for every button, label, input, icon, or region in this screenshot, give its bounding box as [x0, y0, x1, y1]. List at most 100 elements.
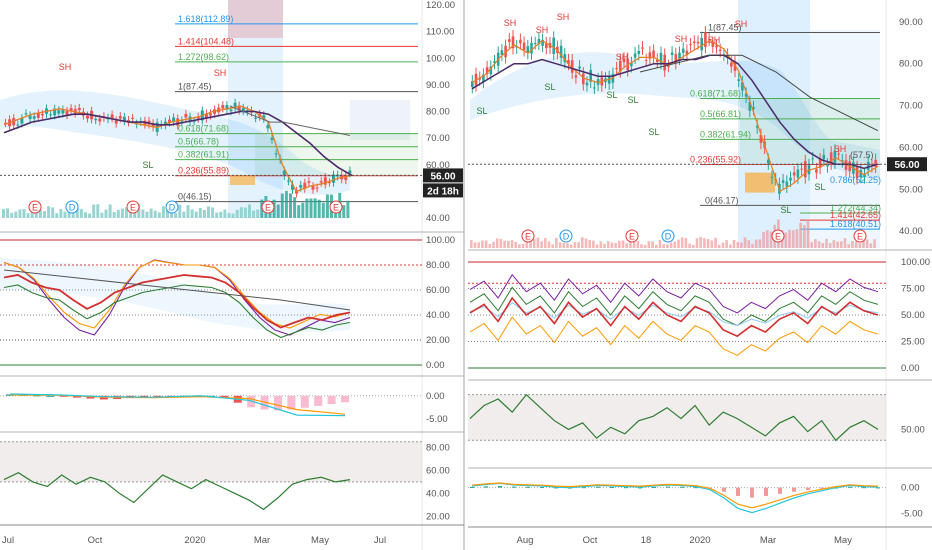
right-candle	[737, 79, 740, 81]
right-volume-bar	[599, 241, 603, 248]
right-xaxis-label: Aug	[517, 535, 534, 546]
right-rsi-stoch-k	[469, 273, 879, 314]
left-volume-bar	[301, 202, 305, 218]
left-macd-hist-bar	[314, 395, 323, 406]
left-volume-bar	[215, 212, 219, 218]
right-swing-marker: SH	[735, 19, 748, 29]
right-volume-bar	[632, 239, 636, 248]
right-macd-hist-bar	[694, 487, 698, 489]
right-macd-signal	[471, 482, 879, 509]
right-swing-marker: SL	[476, 106, 487, 116]
right-volume-bar	[514, 241, 517, 248]
right-volume-bar	[803, 225, 806, 248]
right-candle	[815, 169, 818, 173]
left-swing-marker: SH	[59, 62, 72, 72]
left-event-4-circle[interactable]	[261, 200, 275, 214]
right-volume-bar	[555, 237, 558, 248]
left-volume-bar	[88, 213, 92, 218]
left-candle	[176, 118, 180, 126]
right-event-5-circle[interactable]	[853, 229, 867, 243]
left-macd-hist-bar	[300, 395, 309, 408]
right-candle	[493, 61, 496, 63]
right-candle	[667, 65, 670, 67]
right-macd-hist-bar	[764, 487, 768, 496]
right-event-1-circle[interactable]	[559, 229, 573, 243]
right-event-0-circle[interactable]	[521, 229, 535, 243]
left-volume-bar	[141, 209, 145, 218]
left-rsi-green	[3, 284, 351, 339]
right-candle	[678, 52, 681, 59]
left-xaxis-label: 2020	[184, 535, 205, 546]
right-macd-hist-bar	[596, 486, 600, 488]
left-candle	[196, 116, 200, 119]
left-candle	[163, 121, 167, 126]
right-volume-bar	[529, 237, 532, 248]
right-event-2-circle[interactable]	[625, 229, 639, 243]
left-candle	[24, 113, 28, 115]
left-event-1-circle[interactable]	[65, 200, 79, 214]
right-candle	[811, 158, 814, 160]
left-candle	[274, 153, 278, 155]
left-candle	[40, 113, 44, 116]
right-xaxis-label: Oct	[583, 535, 598, 546]
left-fib-label: 1.414(104.48)	[178, 36, 234, 46]
left-macd-line	[9, 393, 346, 417]
left-event-5-circle[interactable]	[329, 200, 343, 214]
left-candle	[209, 113, 212, 116]
left-candle	[131, 117, 135, 119]
left-rsi-axis-label: 40.00	[426, 310, 450, 321]
right-volume-bar	[847, 244, 850, 248]
left-candle	[32, 116, 36, 119]
right-event-4-circle[interactable]	[771, 229, 785, 243]
right-event-3-circle[interactable]	[661, 229, 675, 243]
left-macd-hist-bar	[153, 395, 162, 397]
left-volume-bar	[280, 193, 284, 218]
right-volume-bar	[799, 222, 802, 248]
right-candle	[859, 170, 863, 178]
left-xaxis-label: Jul	[374, 535, 386, 546]
left-rsi-trend	[3, 269, 351, 311]
left-volume-bar	[6, 208, 10, 218]
right-volume-bar	[791, 230, 795, 248]
right-swing-marker: SL	[544, 82, 555, 92]
right-volume-bar	[625, 243, 628, 248]
left-event-0-circle[interactable]	[28, 200, 42, 214]
right-volume-bar	[588, 240, 591, 248]
left-volume-bar	[71, 212, 75, 218]
right-candle	[619, 60, 622, 72]
left-event-3-circle[interactable]	[165, 200, 179, 214]
left-volume-bar	[223, 209, 227, 218]
right-volume-bar	[606, 241, 610, 248]
right-volume-bar	[499, 239, 503, 248]
right-candle	[489, 66, 493, 75]
right-volume-bar	[536, 237, 540, 248]
right-volume-bar	[747, 240, 751, 248]
right-volume-bar	[488, 244, 492, 248]
right-candle	[681, 48, 685, 53]
right-event-5: E	[857, 231, 863, 241]
right-volume-bar	[769, 231, 773, 248]
right-volume-bar	[736, 242, 739, 248]
left-event-5: E	[333, 202, 339, 212]
right-rsi-axis-label: 100.00	[901, 257, 930, 268]
left-volume-bar	[243, 207, 247, 218]
right-volume-bar	[647, 241, 651, 248]
left-candle	[311, 186, 315, 190]
right-osc-band	[468, 394, 886, 441]
right-volume-bar	[851, 241, 854, 248]
right-volume-bar	[810, 242, 813, 248]
left-macd-hist-bar	[140, 395, 148, 398]
left-volume-bar	[116, 209, 120, 218]
right-volume-bar	[503, 240, 506, 248]
right-volume-bar	[828, 242, 832, 248]
right-volume-bar	[699, 237, 702, 248]
right-candle	[670, 52, 674, 56]
left-event-2-circle[interactable]	[126, 200, 140, 214]
left-volume-bar	[149, 208, 153, 218]
right-volume-bar	[714, 237, 717, 248]
right-rsi-axis-label: 75.00	[901, 284, 925, 295]
right-fib-label: 0(46.17)	[705, 195, 739, 205]
left-volume-bar	[47, 206, 51, 218]
left-candle	[266, 125, 270, 129]
